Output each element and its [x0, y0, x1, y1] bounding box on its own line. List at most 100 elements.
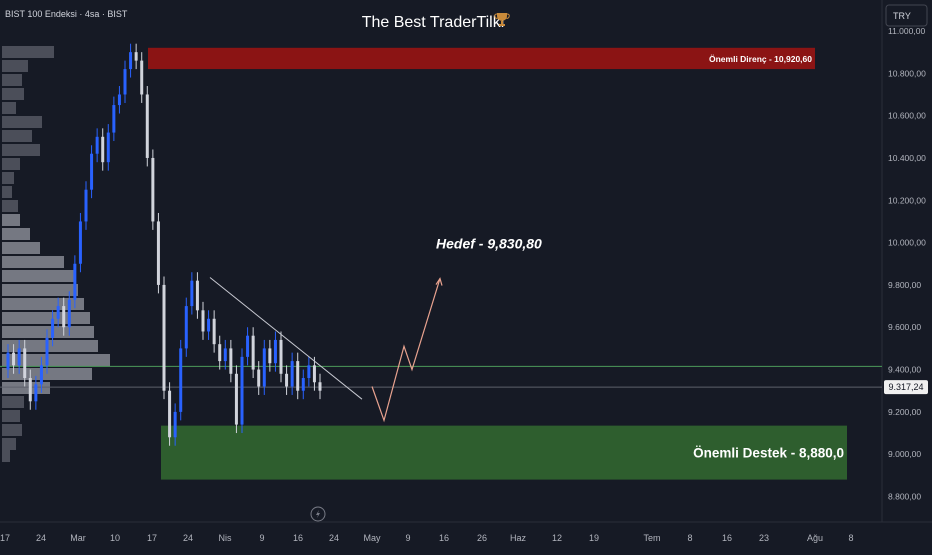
target-label: Hedef - 9,830,80 [436, 235, 542, 251]
candle [145, 94, 149, 158]
currency-label: TRY [893, 11, 911, 21]
currency-button[interactable]: TRY [885, 4, 928, 27]
time-tick-label: 17 [147, 533, 157, 543]
candle [6, 352, 10, 370]
projection-path[interactable] [371, 278, 441, 423]
current-price-badge [884, 380, 928, 395]
candle [129, 52, 133, 70]
candle [84, 189, 88, 222]
time-tick-label: 16 [293, 533, 303, 543]
volume-profile-bar [2, 410, 20, 422]
candle [273, 339, 277, 364]
time-axis[interactable]: 17 24 Mar 10 17 24 Nis 9 16 24 May 9 16 26 Haz 12 19 Tem 8… [0, 533, 854, 543]
volume-profile-bar [2, 424, 22, 436]
candle [101, 136, 105, 163]
candle [246, 335, 250, 357]
time-tick-label: 17 [0, 533, 10, 543]
volume-profile-bar [2, 312, 90, 324]
candle [17, 348, 21, 366]
price-axis[interactable]: 11.000,00 10.800,00 10.600,00 10.400,00 10.2… [888, 26, 926, 502]
candle [162, 284, 166, 391]
candle [112, 105, 116, 133]
symbol-label[interactable]: BIST 100 Endeksi · 4sa · BIST [5, 9, 128, 19]
price-tick-label: 10.600,00 [888, 111, 926, 121]
candle [123, 69, 127, 95]
time-tick-label: 9 [405, 533, 410, 543]
candle [140, 60, 144, 95]
support-label: Önemli Destek - 8,880,0 [693, 446, 844, 461]
zones-layer [148, 47, 847, 480]
trophy-icon [494, 13, 510, 26]
volume-profile-bar [2, 116, 42, 128]
time-tick-label: 12 [552, 533, 562, 543]
time-tick-label: 24 [36, 533, 46, 543]
price-tick-label: 8.800,00 [888, 492, 921, 502]
candle [106, 132, 110, 163]
time-tick-label: 24 [183, 533, 193, 543]
time-tick-label: Ağu [807, 533, 823, 543]
volume-profile-bar [2, 382, 50, 394]
candle [207, 318, 211, 332]
candle [28, 378, 32, 402]
time-tick-label: May [363, 533, 381, 543]
price-tick-label: 10.200,00 [888, 195, 926, 205]
candle [218, 344, 222, 362]
trendline[interactable] [209, 277, 363, 400]
volume-profile-bar [2, 214, 20, 226]
volume-profile-bar [2, 270, 76, 282]
volume-profile-bar [2, 46, 54, 58]
time-tick-label: Haz [510, 533, 527, 543]
time-tick-label: 19 [589, 533, 599, 543]
candle [67, 299, 71, 328]
current-price-label: 9.317,24 [888, 382, 923, 392]
time-tick-label: 8 [848, 533, 853, 543]
candle [56, 306, 60, 319]
candle [34, 384, 38, 402]
resistance-zone[interactable] [148, 47, 815, 70]
volume-profile-bar [2, 74, 22, 86]
candles-layer [6, 43, 322, 446]
price-tick-label: 9.600,00 [888, 322, 921, 332]
candle [234, 373, 238, 425]
candle [45, 337, 49, 366]
time-tick-label: 23 [759, 533, 769, 543]
time-tick-label: 16 [439, 533, 449, 543]
price-tick-label: 9.400,00 [888, 365, 921, 375]
candle [290, 361, 294, 387]
time-tick-label: 9 [259, 533, 264, 543]
candle [12, 352, 16, 366]
volume-profile-bar [2, 158, 20, 170]
price-tick-label: 10.800,00 [888, 68, 926, 78]
candle [151, 157, 155, 222]
time-tick-label: 26 [477, 533, 487, 543]
volume-profile-bar [2, 200, 18, 212]
candle [229, 348, 233, 374]
candle [240, 356, 244, 425]
volume-profile-bar [2, 450, 10, 462]
volume-profile-bar [2, 172, 14, 184]
candle [257, 369, 261, 387]
price-tick-label: 9.200,00 [888, 407, 921, 417]
price-tick-label: 10.000,00 [888, 238, 926, 248]
time-tick-label: Mar [70, 533, 86, 543]
price-tick-label: 9.000,00 [888, 449, 921, 459]
candle [90, 153, 94, 190]
candle [190, 280, 194, 307]
candle [279, 339, 283, 374]
candle [184, 306, 188, 349]
volume-profile-bar [2, 256, 64, 268]
volume-profile-bar [2, 130, 32, 142]
chart-title: The Best TraderTilki [362, 14, 505, 31]
candle [262, 348, 266, 387]
volume-profile-bar [2, 326, 94, 338]
candle [285, 373, 289, 387]
candle [179, 348, 183, 412]
time-tick-label: 24 [329, 533, 339, 543]
candle [296, 361, 300, 391]
candle [168, 390, 172, 438]
support-zone[interactable] [161, 425, 847, 480]
volume-profile-bar [2, 60, 28, 72]
candle [201, 310, 205, 332]
replay-button[interactable] [310, 506, 326, 522]
